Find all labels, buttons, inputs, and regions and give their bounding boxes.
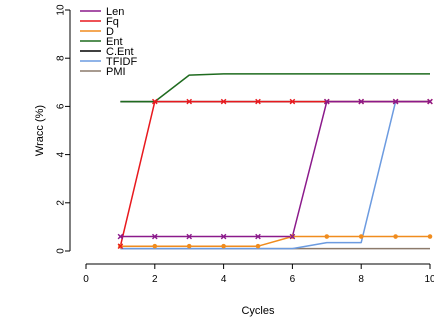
data-point-len	[186, 233, 192, 240]
series-line-d	[120, 235, 430, 247]
data-point-len	[427, 98, 433, 105]
y-tick-label: 0	[56, 248, 67, 254]
series-line-ent	[120, 73, 430, 103]
legend-label: D	[106, 26, 114, 38]
y-tick-label: 8	[56, 55, 67, 61]
x-tick-label: 6	[290, 274, 296, 285]
marker-stroke	[220, 98, 227, 105]
data-point-d	[255, 243, 261, 249]
series-line-tfidf	[120, 100, 430, 250]
marker-stroke	[324, 98, 330, 105]
legend-label: Len	[106, 6, 124, 18]
x-axis-title: Cycles	[241, 305, 275, 317]
data-point-fq	[289, 98, 296, 105]
marker-stroke	[186, 98, 192, 105]
legend-label: C.Ent	[106, 46, 134, 58]
data-point-len	[358, 98, 364, 105]
x-tick-label: 8	[358, 274, 364, 285]
data-point-fq	[220, 98, 227, 105]
data-point-fq	[186, 98, 192, 105]
data-point-d	[152, 243, 158, 249]
data-point-fq	[255, 98, 261, 105]
data-point-d	[324, 234, 330, 239]
x-tick-label: 0	[83, 274, 89, 285]
data-point-len	[324, 98, 330, 105]
x-tick-label: 10	[424, 274, 434, 285]
y-tick-label: 10	[56, 4, 67, 16]
marker-stroke	[289, 98, 296, 105]
y-tick-label: 4	[56, 151, 67, 157]
data-point-d	[427, 234, 433, 239]
x-tick-label: 4	[221, 274, 227, 285]
legend-label: Ent	[106, 36, 123, 48]
y-tick-label: 6	[56, 103, 67, 109]
data-point-d	[358, 234, 364, 239]
plot-markers	[117, 98, 433, 249]
data-point-len	[152, 233, 158, 240]
legend-label: TFIDF	[106, 56, 137, 68]
y-axis: 0 2 4 6 8 10	[56, 4, 71, 254]
series-line-len	[120, 100, 430, 238]
data-point-len	[289, 233, 296, 240]
data-point-len	[220, 233, 227, 240]
marker-stroke	[392, 98, 399, 105]
data-point-len	[392, 98, 399, 105]
x-axis: 0 2 4 6 8 10	[83, 263, 434, 285]
data-point-d	[186, 243, 192, 249]
data-point-len	[117, 233, 124, 240]
y-tick-label: 2	[56, 200, 67, 206]
marker-stroke	[358, 98, 364, 105]
marker-stroke	[220, 233, 227, 240]
data-point-fq	[152, 98, 158, 105]
legend-label: PMI	[106, 66, 126, 78]
marker-stroke	[152, 233, 158, 240]
marker-stroke	[186, 233, 192, 240]
marker-stroke	[255, 98, 261, 105]
y-axis-title: Wracc (%)	[34, 105, 46, 156]
data-point-len	[255, 233, 261, 240]
data-point-fq	[117, 243, 124, 249]
plot-lines	[119, 73, 430, 250]
marker-stroke	[152, 98, 158, 105]
marker-stroke	[427, 98, 433, 105]
x-tick-label: 2	[152, 274, 158, 285]
legend-label: Fq	[106, 16, 119, 28]
series-line-fq	[119, 100, 430, 247]
marker-stroke	[255, 233, 261, 240]
marker-stroke	[117, 233, 124, 240]
data-point-d	[393, 234, 398, 239]
marker-stroke	[117, 243, 124, 249]
marker-stroke	[289, 233, 296, 240]
data-point-d	[221, 243, 226, 249]
